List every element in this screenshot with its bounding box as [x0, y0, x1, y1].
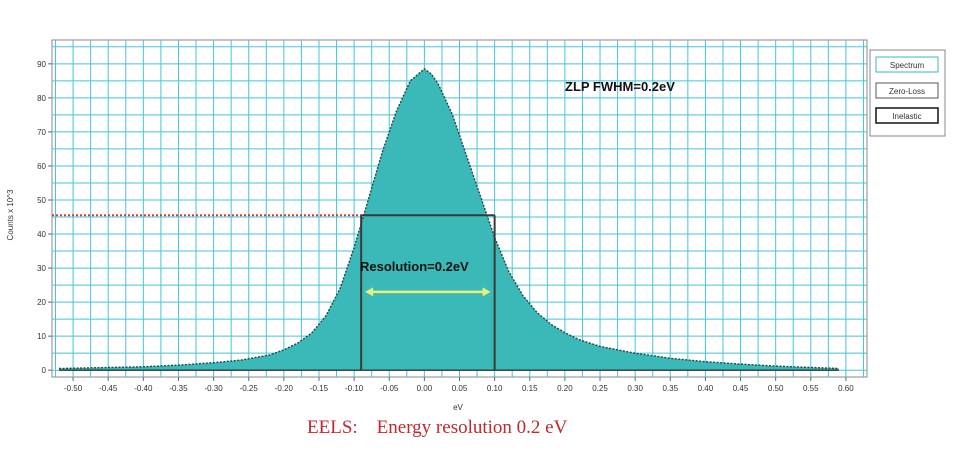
x-tick-label: 0.10 — [487, 384, 503, 393]
legend-item-zero-loss-box — [875, 82, 939, 99]
x-tick-label: 0.15 — [522, 384, 538, 393]
x-tick-label: 0.05 — [452, 384, 468, 393]
x-tick-label: -0.25 — [240, 384, 259, 393]
legend-item-inelastic-box — [875, 107, 939, 124]
tick-labels: -0.50 -0.45 -0.40 -0.35 -0.30 -0.25 -0.20 -0.15… — [37, 60, 854, 393]
spectrum-layer — [58, 68, 839, 371]
x-axis-label: eV — [453, 403, 463, 412]
fwhm-markers — [52, 214, 496, 371]
x-tick-label: -0.10 — [345, 384, 364, 393]
y-tick-label: 50 — [37, 196, 46, 205]
legend: Spectrum Zero-Loss Inelastic — [869, 49, 946, 137]
resolution-annotation: Resolution=0.2eV — [360, 259, 469, 274]
y-tick-label: 30 — [37, 264, 46, 273]
x-tick-label: 0.00 — [417, 384, 433, 393]
x-tick-label: 0.55 — [803, 384, 819, 393]
x-tick-label: -0.40 — [134, 384, 153, 393]
resolution-arrow-head-right — [482, 287, 491, 297]
x-tick-label: -0.05 — [380, 384, 399, 393]
x-tick-label: 0.40 — [698, 384, 714, 393]
y-tick-label: 0 — [42, 366, 47, 375]
spectrum-line — [58, 68, 839, 370]
x-tick-label: -0.50 — [64, 384, 83, 393]
x-tick-label: -0.30 — [204, 384, 223, 393]
x-tick-label: 0.20 — [557, 384, 573, 393]
x-tick-label: -0.20 — [275, 384, 294, 393]
y-tick-label: 60 — [37, 162, 46, 171]
fwhm-annotation: ZLP FWHM=0.2eV — [565, 79, 675, 94]
x-tick-label: 0.25 — [592, 384, 608, 393]
resolution-arrow-head-left — [365, 287, 374, 297]
legend-item-spectrum: Spectrum — [890, 61, 925, 70]
figure-caption: EELS: Energy resolution 0.2 eV — [307, 417, 568, 438]
x-tick-label: -0.45 — [99, 384, 118, 393]
y-tick-label: 20 — [37, 298, 46, 307]
x-tick-label: -0.15 — [310, 384, 329, 393]
spectrum-area — [59, 68, 839, 371]
y-tick-label: 10 — [37, 332, 46, 341]
legend-item-spectrum-box — [875, 56, 939, 73]
y-tick-label: 80 — [37, 94, 46, 103]
legend-item-zero-loss: Zero-Loss — [889, 87, 925, 96]
y-tick-label: 90 — [37, 60, 46, 69]
y-axis-label: Counts x 10^3 — [6, 189, 15, 240]
x-tick-label: 0.35 — [662, 384, 678, 393]
x-tick-label: 0.60 — [838, 384, 854, 393]
x-tick-label: -0.35 — [169, 384, 188, 393]
x-tick-label: 0.30 — [627, 384, 643, 393]
y-tick-label: 70 — [37, 128, 46, 137]
y-tick-label: 40 — [37, 230, 46, 239]
x-tick-label: 0.50 — [768, 384, 784, 393]
x-tick-label: 0.45 — [733, 384, 749, 393]
legend-item-inelastic: Inelastic — [892, 112, 921, 121]
